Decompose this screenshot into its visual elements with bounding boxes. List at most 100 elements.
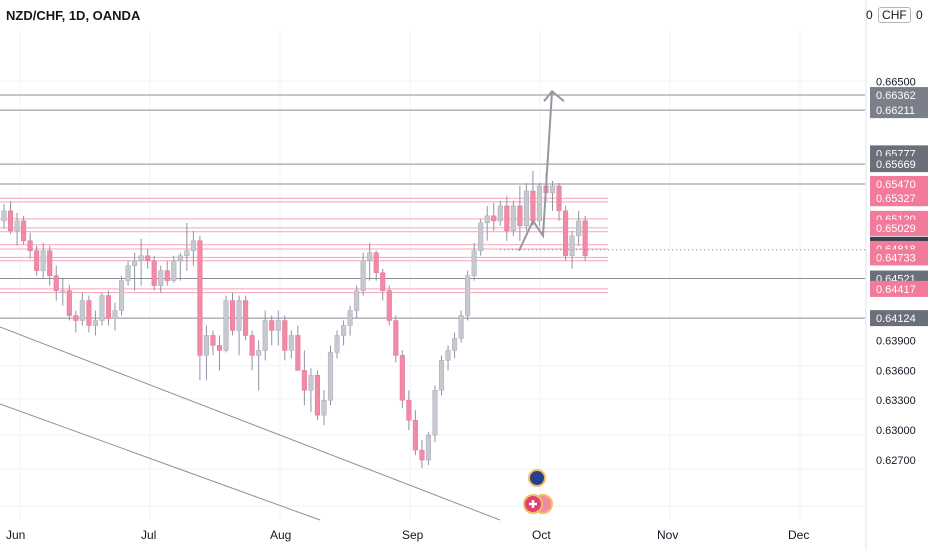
candle-body-down: [269, 320, 275, 331]
candle: [86, 295, 92, 333]
candle-body-up: [471, 250, 477, 276]
candle-body-down: [151, 260, 157, 286]
price-label: 0.65669: [870, 156, 928, 173]
candle: [465, 270, 471, 321]
candle-body-up: [360, 260, 366, 291]
candle-body-up: [347, 310, 353, 326]
y-tick-label: 0.63300: [876, 395, 916, 407]
projection-arrow: [518, 91, 553, 252]
y-tick-label: 0.63900: [876, 335, 916, 347]
candle-body-down: [399, 355, 405, 401]
candle: [223, 295, 229, 353]
currency-selector[interactable]: 0 CHF 0: [866, 7, 923, 23]
candle: [301, 350, 307, 406]
candle: [452, 332, 458, 359]
candle: [105, 290, 112, 326]
event-icons: [523, 469, 553, 514]
candle: [243, 295, 249, 341]
candle-body-up: [438, 360, 445, 391]
candle-body-up: [497, 205, 503, 222]
candle: [99, 292, 105, 326]
candle-body-up: [549, 185, 556, 194]
candle: [145, 248, 151, 269]
candle: [549, 180, 556, 211]
candle: [412, 410, 418, 456]
candle-body-up: [510, 205, 516, 232]
candle-body-up: [458, 315, 464, 339]
candle-body-up: [203, 335, 209, 356]
candle: [334, 330, 340, 359]
candle: [210, 330, 216, 356]
candle: [184, 222, 190, 271]
candle-body-up: [321, 399, 327, 416]
candle-body-down: [216, 345, 223, 351]
candle: [132, 252, 138, 291]
candle: [380, 268, 386, 301]
candle-body-down: [164, 270, 170, 281]
candle-body-down: [386, 290, 392, 321]
candle: [60, 278, 66, 306]
candle: [1, 203, 7, 229]
candle: [367, 242, 373, 281]
candle-body-down: [210, 335, 216, 346]
candle: [158, 265, 164, 293]
candle-body-down: [504, 205, 510, 232]
candle-body-down: [491, 215, 497, 222]
candle-body-down: [53, 275, 59, 291]
currency-button[interactable]: CHF: [878, 7, 911, 23]
candle: [510, 200, 516, 236]
x-tick-label: Jun: [6, 528, 25, 542]
candle-body-down: [47, 250, 53, 276]
candle: [563, 205, 569, 261]
candle-body-up: [158, 270, 164, 286]
candle: [341, 320, 347, 346]
candle-body-up: [138, 255, 144, 261]
candle: [197, 235, 203, 381]
candle: [288, 330, 294, 359]
price-label: 0.66362: [870, 87, 928, 104]
candle: [517, 185, 523, 241]
candle: [282, 315, 288, 361]
candle-body-down: [419, 449, 425, 461]
candle: [354, 285, 360, 319]
x-tick-label: Dec: [788, 528, 809, 542]
candle-body-down: [34, 250, 40, 271]
candle-body-up: [288, 335, 294, 351]
price-label: 0.66211: [870, 102, 928, 119]
candle-body-down: [563, 210, 569, 256]
y-tick-label: 0.63600: [876, 365, 916, 377]
candle: [151, 255, 157, 291]
candle-body-down: [249, 335, 255, 356]
candle-body-up: [118, 280, 125, 311]
candle-body-down: [21, 220, 27, 242]
candle: [236, 295, 242, 356]
chart-title: NZD/CHF, 1D, OANDA: [6, 8, 141, 23]
candle: [190, 230, 196, 266]
x-tick-label: Aug: [270, 528, 291, 542]
candle: [373, 250, 379, 281]
candle-body-up: [125, 265, 131, 281]
price-label-text: 0.66362: [876, 90, 916, 102]
candle-body-up: [190, 240, 196, 251]
candle: [360, 252, 366, 296]
candle-body-down: [380, 272, 386, 291]
candle-body-down: [230, 300, 236, 331]
candle-body-up: [112, 310, 118, 319]
candle: [34, 245, 40, 276]
candle: [27, 232, 33, 259]
candle: [53, 265, 59, 301]
candle: [138, 238, 144, 286]
candle: [582, 215, 588, 261]
candle-body-down: [582, 220, 588, 256]
price-label: 0.64733: [870, 249, 928, 266]
trendline-lower: [0, 403, 321, 521]
candle-body-down: [530, 190, 536, 222]
x-tick-label: Oct: [532, 528, 551, 542]
candle-body-up: [327, 352, 334, 401]
cross-icon: [529, 500, 537, 508]
candle: [425, 432, 431, 466]
candle: [478, 218, 484, 256]
candle: [536, 182, 543, 226]
